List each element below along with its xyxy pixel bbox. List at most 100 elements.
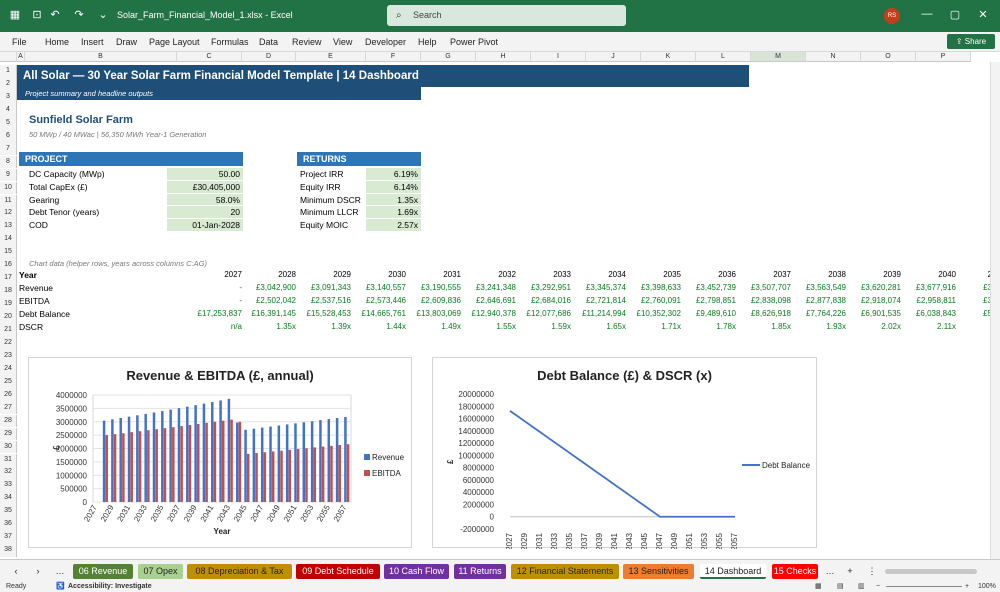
- table-cell[interactable]: £3,042,900: [255, 283, 296, 292]
- tab-08-depreciation-tax[interactable]: 08 Depreciation & Tax: [187, 564, 292, 579]
- project-value[interactable]: 01-Jan-2028: [167, 219, 243, 232]
- table-cell[interactable]: 2040: [938, 270, 956, 279]
- table-cell[interactable]: £16,391,145: [251, 309, 297, 318]
- zoom-out-icon[interactable]: −: [876, 583, 881, 590]
- table-cell[interactable]: 1.49x: [441, 322, 461, 331]
- row-header[interactable]: 21: [0, 324, 17, 337]
- table-cell[interactable]: £17,253,837: [197, 309, 243, 318]
- menu-data[interactable]: Data: [259, 37, 279, 47]
- row-header[interactable]: 34: [0, 492, 17, 506]
- normal-view-icon[interactable]: ▦: [815, 583, 822, 590]
- tab-06-revenue[interactable]: 06 Revenue: [73, 564, 133, 579]
- menu-developer[interactable]: Developer: [365, 37, 407, 47]
- table-cell[interactable]: 2029: [333, 270, 351, 279]
- table-cell[interactable]: £3,507,707: [750, 283, 791, 292]
- table-cell[interactable]: 2031: [443, 270, 461, 279]
- table-cell[interactable]: £2,838,098: [750, 296, 791, 305]
- select-all-corner[interactable]: [0, 52, 17, 62]
- tab-scroll-right-icon[interactable]: ›: [36, 566, 40, 576]
- menu-page-layout[interactable]: Page Layout: [149, 37, 200, 47]
- table-cell[interactable]: £2,958,811: [916, 296, 956, 305]
- add-sheet-icon[interactable]: +: [847, 566, 853, 576]
- column-header-d[interactable]: D: [242, 52, 296, 62]
- table-cell[interactable]: £3: [983, 296, 990, 305]
- more-tabs-icon[interactable]: …: [55, 566, 65, 576]
- menu-power-pivot[interactable]: Power Pivot: [450, 37, 499, 47]
- table-cell[interactable]: £3,398,633: [640, 283, 681, 292]
- table-cell[interactable]: £13,803,069: [416, 309, 462, 318]
- table-cell[interactable]: 2037: [773, 270, 791, 279]
- menu-review[interactable]: Review: [292, 37, 322, 47]
- table-cell[interactable]: -: [239, 296, 242, 305]
- row-header[interactable]: 1: [0, 65, 17, 78]
- redo-icon[interactable]: ↷: [74, 9, 84, 21]
- returns-value[interactable]: 6.14%: [366, 180, 421, 194]
- table-cell[interactable]: £3,292,951: [530, 283, 571, 292]
- table-cell[interactable]: £2,877,838: [805, 296, 846, 305]
- maximize-icon[interactable]: ▢: [949, 9, 961, 21]
- row-header[interactable]: 35: [0, 505, 17, 519]
- column-header-l[interactable]: L: [696, 52, 751, 62]
- table-cell[interactable]: £2,760,091: [640, 296, 681, 305]
- table-cell[interactable]: £3,345,374: [585, 283, 626, 292]
- avatar[interactable]: RS: [884, 8, 900, 24]
- tab-12-financial-statements[interactable]: 12 Financial Statements: [511, 564, 619, 579]
- table-cell[interactable]: 2: [987, 270, 990, 279]
- row-header[interactable]: 26: [0, 388, 17, 402]
- table-cell[interactable]: £3,620,281: [860, 283, 901, 292]
- table-cell[interactable]: £2,798,851: [695, 296, 736, 305]
- table-cell[interactable]: 2036: [718, 270, 736, 279]
- table-cell[interactable]: 1.65x: [606, 322, 626, 331]
- table-cell[interactable]: 2033: [553, 270, 571, 279]
- column-header-f[interactable]: F: [366, 52, 421, 62]
- column-header-e[interactable]: E: [296, 52, 366, 62]
- row-header[interactable]: 36: [0, 518, 17, 532]
- row-header[interactable]: 25: [0, 375, 17, 389]
- minimize-icon[interactable]: —: [921, 8, 933, 20]
- page-layout-icon[interactable]: ▤: [837, 583, 844, 590]
- row-header[interactable]: 9: [0, 168, 17, 182]
- table-cell[interactable]: 2.11x: [937, 322, 956, 331]
- row-header[interactable]: 23: [0, 349, 17, 363]
- column-header-i[interactable]: I: [531, 52, 586, 62]
- table-cell[interactable]: £3: [983, 283, 990, 292]
- table-cell[interactable]: 2027: [224, 270, 242, 279]
- row-header[interactable]: 30: [0, 440, 17, 454]
- row-header[interactable]: 38: [0, 544, 17, 557]
- table-cell[interactable]: 2030: [388, 270, 406, 279]
- table-cell[interactable]: £3,677,916: [915, 283, 956, 292]
- menu-file[interactable]: File: [12, 37, 27, 47]
- menu-formulas[interactable]: Formulas: [211, 37, 249, 47]
- row-header[interactable]: 3: [0, 90, 17, 104]
- row-header[interactable]: 13: [0, 220, 17, 234]
- table-cell[interactable]: 2.02x: [881, 322, 901, 331]
- row-header[interactable]: 15: [0, 246, 17, 260]
- column-header-m[interactable]: M: [751, 52, 806, 62]
- table-cell[interactable]: £3,140,557: [365, 283, 406, 292]
- project-value[interactable]: 50.00: [167, 168, 243, 181]
- table-cell[interactable]: £12,077,686: [526, 309, 572, 318]
- column-header-j[interactable]: J: [586, 52, 641, 62]
- project-value[interactable]: 58.0%: [167, 193, 243, 207]
- page-break-icon[interactable]: ▥: [858, 583, 865, 590]
- tab-11-returns[interactable]: 11 Returns: [454, 564, 506, 579]
- column-header-a[interactable]: A: [17, 52, 25, 62]
- menu-draw[interactable]: Draw: [116, 37, 138, 47]
- table-cell[interactable]: £2,646,691: [475, 296, 516, 305]
- close-icon[interactable]: ✕: [978, 9, 988, 21]
- table-cell[interactable]: £3,091,343: [310, 283, 351, 292]
- project-value[interactable]: £30,405,000: [167, 180, 243, 194]
- tab-14-dashboard[interactable]: 14 Dashboard: [700, 564, 766, 579]
- table-cell[interactable]: 1.71x: [661, 322, 681, 331]
- column-header-h[interactable]: H: [476, 52, 531, 62]
- table-cell[interactable]: £12,940,378: [471, 309, 517, 318]
- table-cell[interactable]: £7,764,226: [805, 309, 846, 318]
- table-cell[interactable]: 1.78x: [716, 322, 736, 331]
- column-header-k[interactable]: K: [641, 52, 696, 62]
- table-cell[interactable]: £6,901,535: [860, 309, 901, 318]
- row-header[interactable]: 33: [0, 479, 17, 493]
- row-header[interactable]: 11: [0, 194, 17, 208]
- table-cell[interactable]: £3,190,555: [420, 283, 461, 292]
- undo-icon[interactable]: ↶: [50, 9, 60, 21]
- table-cell[interactable]: 2039: [883, 270, 901, 279]
